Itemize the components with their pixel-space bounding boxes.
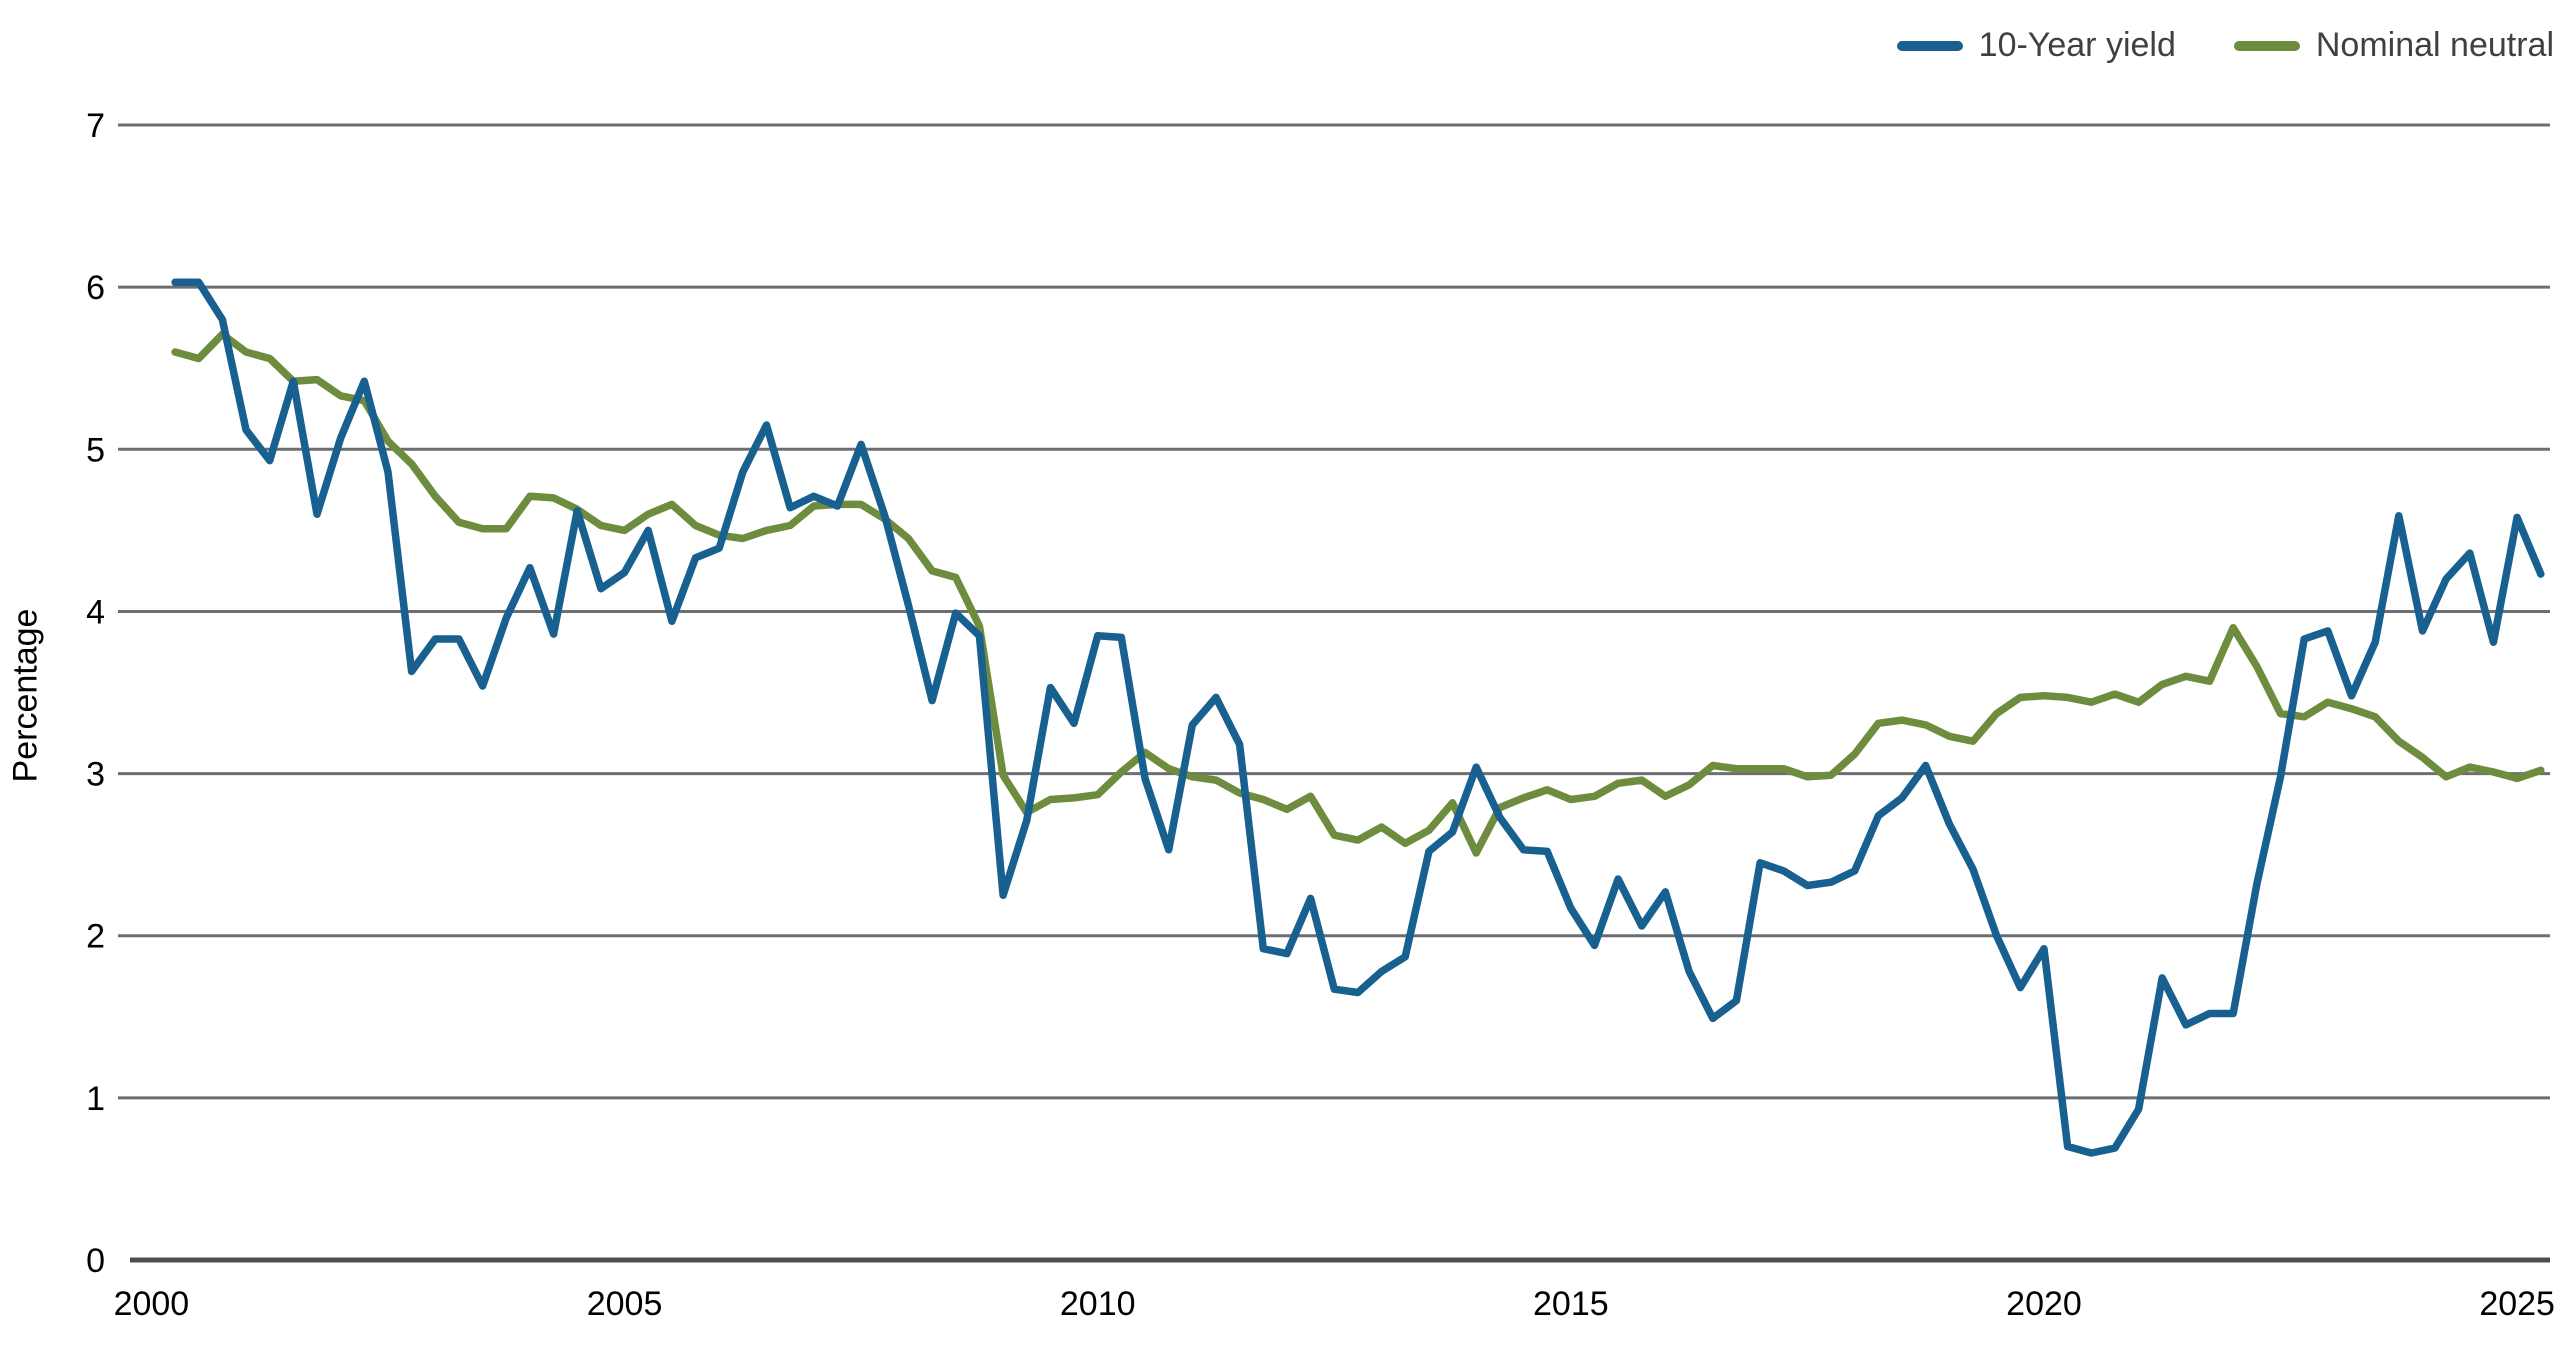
x-tick-label-2010: 2010 [1060, 1285, 1136, 1323]
x-tick-label-2005: 2005 [587, 1285, 663, 1323]
legend-item-10-year-yield: 10-Year yield [1896, 26, 2176, 65]
y-tick-label-1: 1 [86, 1080, 105, 1118]
y-tick-label-2: 2 [86, 918, 105, 956]
y-axis-title: Percentage [6, 608, 45, 783]
x-tick-label-2025: 2025 [2479, 1285, 2555, 1323]
series-line-nominal-neutral [171, 330, 2545, 857]
legend-swatch-blue-line-icon [1896, 40, 1963, 51]
y-tick-label-7: 7 [86, 107, 105, 145]
x-tick-label-2015: 2015 [1533, 1285, 1609, 1323]
chart-legend: 10-Year yield Nominal neutral [1896, 26, 2554, 65]
x-tick-label-2000: 2000 [114, 1285, 190, 1323]
y-tick-label-6: 6 [86, 269, 105, 307]
legend-label-10-year-yield: 10-Year yield [1978, 26, 2176, 64]
y-tick-label-4: 4 [86, 593, 105, 631]
x-tick-label-2020: 2020 [2006, 1285, 2082, 1323]
y-tick-label-3: 3 [86, 756, 105, 794]
y-tick-label-0: 0 [86, 1242, 105, 1280]
legend-label-nominal-neutral: Nominal neutral [2315, 26, 2554, 64]
legend-swatch-green-line-icon [2233, 40, 2300, 51]
series-line-10-year-yield [171, 278, 2545, 1157]
y-tick-label-5: 5 [86, 431, 105, 469]
legend-item-nominal-neutral: Nominal neutral [2233, 26, 2554, 65]
